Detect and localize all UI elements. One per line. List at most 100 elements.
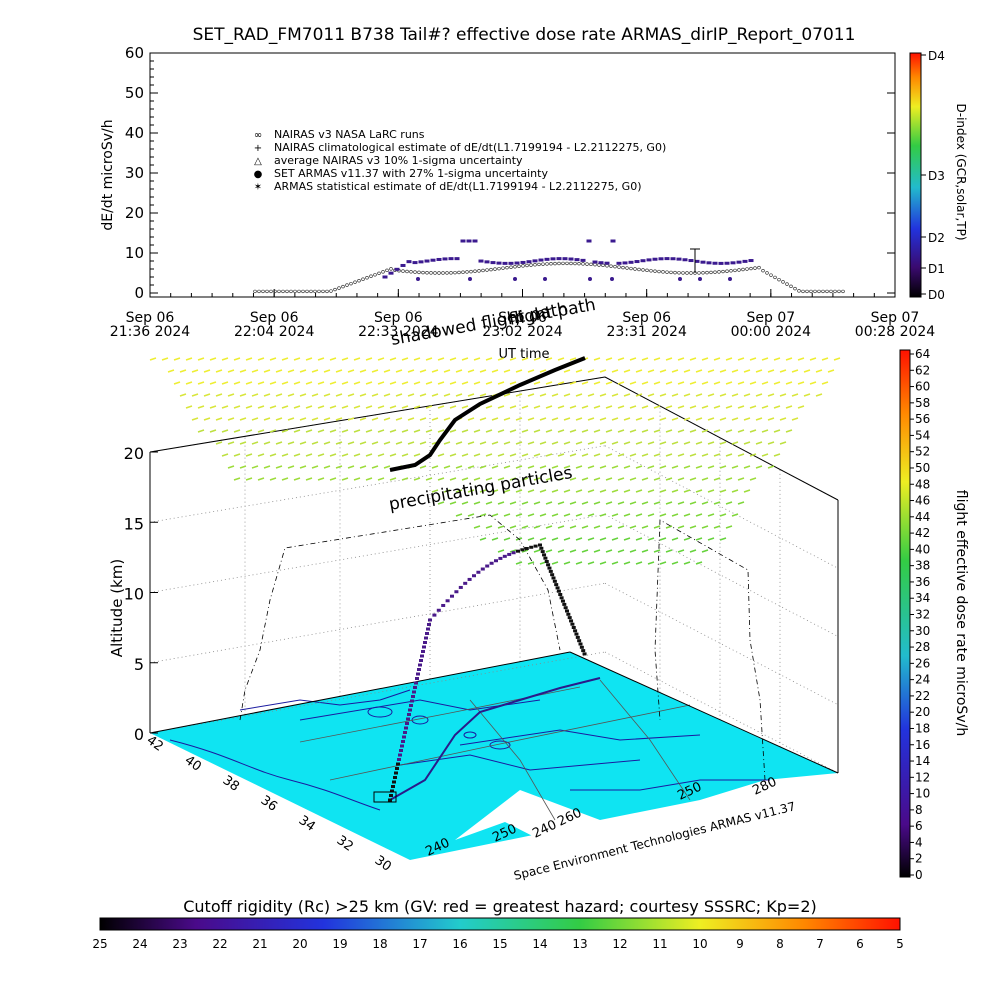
latitude-tick-label: 36 bbox=[258, 793, 280, 815]
particle-dash bbox=[275, 417, 283, 421]
particle-dash bbox=[563, 513, 571, 517]
dose-tick-label: 52 bbox=[915, 445, 930, 459]
particle-dash bbox=[359, 369, 367, 373]
particle-dash bbox=[629, 501, 637, 505]
nairas-point bbox=[637, 267, 641, 272]
particle-dash bbox=[347, 465, 355, 469]
particle-dash bbox=[515, 393, 523, 397]
particle-dash bbox=[413, 429, 421, 433]
top-legend: ∞ NAIRAS v3 NASA LaRC runs + NAIRAS climato… bbox=[254, 128, 667, 193]
armas-point bbox=[478, 259, 484, 263]
top-ytick-label: 50 bbox=[125, 84, 144, 102]
flight-path-point bbox=[540, 550, 545, 554]
armas-point bbox=[448, 257, 454, 261]
legend-entry: average NAIRAS v3 10% 1-sigma uncertaint… bbox=[274, 154, 523, 167]
particle-dash bbox=[581, 477, 589, 481]
particle-dash bbox=[557, 549, 565, 553]
cutoff-tick-label: 18 bbox=[372, 937, 387, 951]
nairas-point bbox=[477, 269, 481, 273]
dose-tick-label: 56 bbox=[915, 412, 930, 426]
particle-dash bbox=[389, 477, 397, 481]
particle-dash bbox=[461, 357, 469, 361]
particle-dash bbox=[641, 381, 649, 385]
dose-colorbar-ticks: 6462605856545250484644424038363432302826… bbox=[910, 347, 930, 882]
particle-dash bbox=[413, 357, 421, 361]
particle-dash bbox=[455, 489, 463, 493]
particle-dash bbox=[605, 429, 613, 433]
dindex-tick-label: D4 bbox=[928, 49, 945, 63]
particle-dash bbox=[323, 393, 331, 397]
nairas-point bbox=[301, 289, 305, 294]
particle-dash bbox=[257, 405, 265, 409]
particle-dash bbox=[515, 561, 523, 565]
particle-dash bbox=[617, 405, 625, 409]
particle-dash bbox=[281, 453, 289, 457]
armas-point bbox=[652, 257, 658, 261]
cutoff-tick-label: 6 bbox=[856, 937, 864, 951]
particle-dash bbox=[767, 417, 775, 421]
particle-dash bbox=[371, 441, 379, 445]
particle-dash bbox=[305, 381, 313, 385]
dose-tick-label: 4 bbox=[915, 835, 923, 849]
particle-dash bbox=[521, 405, 529, 409]
particle-dash bbox=[749, 357, 757, 361]
particle-dash bbox=[521, 549, 529, 553]
chart-title: SET_RAD_FM7011 B738 Tail#? effective dos… bbox=[193, 25, 856, 45]
particle-dash bbox=[251, 441, 259, 445]
particle-dash bbox=[233, 357, 241, 361]
particle-dash bbox=[377, 453, 385, 457]
particle-dash bbox=[371, 393, 379, 397]
particle-dash bbox=[827, 369, 835, 373]
particle-dash bbox=[509, 405, 517, 409]
particle-dash bbox=[365, 405, 373, 409]
nairas-point bbox=[705, 270, 709, 275]
particle-dash bbox=[257, 429, 265, 433]
nairas-point bbox=[369, 274, 373, 278]
nairas-point bbox=[465, 270, 469, 274]
particle-dash bbox=[581, 525, 589, 529]
flight-path-point bbox=[573, 629, 578, 633]
particle-dash bbox=[539, 417, 547, 421]
flight-path-point bbox=[416, 672, 420, 676]
particle-dash bbox=[743, 369, 751, 373]
particle-dash bbox=[611, 489, 619, 493]
flight-path-point bbox=[472, 574, 476, 578]
flight-path-point bbox=[423, 641, 427, 644]
particle-dash bbox=[239, 465, 247, 469]
particle-dash bbox=[557, 501, 565, 505]
nairas-point bbox=[297, 289, 301, 294]
particle-dash bbox=[353, 477, 361, 481]
particle-dash bbox=[545, 405, 553, 409]
particle-dash bbox=[293, 381, 301, 385]
cutoff-title: Cutoff rigidity (Rc) >25 km (GV: red = g… bbox=[183, 897, 817, 916]
particle-dash bbox=[647, 369, 655, 373]
flight-path-point bbox=[476, 570, 481, 574]
particle-dash bbox=[653, 429, 661, 433]
particle-dash bbox=[719, 465, 727, 469]
particle-dash bbox=[563, 441, 571, 445]
flight-path-point bbox=[412, 690, 416, 694]
particle-dash bbox=[455, 441, 463, 445]
nairas-point bbox=[461, 270, 465, 274]
particle-dash bbox=[653, 357, 661, 361]
particle-dash bbox=[545, 357, 553, 361]
particle-dash bbox=[449, 477, 457, 481]
particle-dash bbox=[551, 561, 559, 565]
particle-dash bbox=[299, 417, 307, 421]
flight-path-point bbox=[494, 559, 498, 563]
particle-dash bbox=[335, 417, 343, 421]
particle-dash bbox=[461, 405, 469, 409]
particle-dash bbox=[563, 369, 571, 373]
particle-dash bbox=[707, 537, 715, 541]
particle-dash bbox=[461, 381, 469, 385]
particle-dash bbox=[545, 501, 553, 505]
particle-dash bbox=[551, 393, 559, 397]
particle-dash bbox=[557, 453, 565, 457]
particle-dash bbox=[677, 525, 685, 529]
flight-path-point bbox=[402, 735, 406, 739]
particle-dash bbox=[713, 525, 721, 529]
particle-dash bbox=[743, 465, 751, 469]
particle-dash bbox=[701, 381, 709, 385]
particle-dash bbox=[503, 537, 511, 541]
